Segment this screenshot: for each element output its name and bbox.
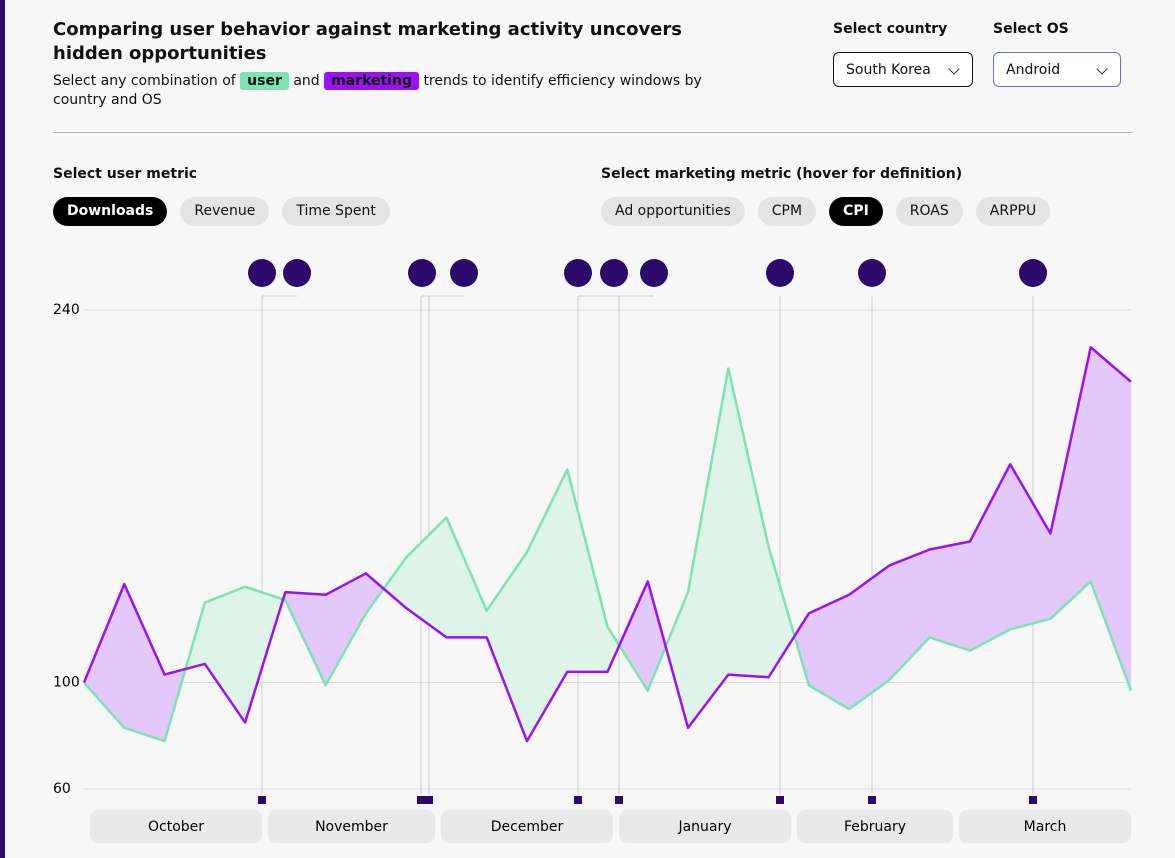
event-icon	[408, 259, 436, 287]
country-label: Select country	[833, 21, 948, 37]
marketing-area	[84, 347, 1131, 742]
event-icon	[1019, 259, 1047, 287]
month-band	[268, 810, 435, 843]
marketing-metric-label: Select marketing metric (hover for defin…	[601, 166, 963, 182]
os-label: Select OS	[993, 21, 1069, 37]
month-label: November	[315, 819, 388, 835]
y-tick-label: 100	[53, 675, 80, 691]
y-tick-label: 240	[53, 302, 80, 318]
event-icon	[450, 259, 478, 287]
event-marker	[615, 796, 623, 804]
event-marker	[258, 796, 266, 804]
subtitle-text: and	[293, 73, 320, 89]
month-band	[959, 810, 1131, 843]
chart: 60 100 240 October November December January Fe…	[53, 259, 1133, 843]
month-label: March	[1024, 819, 1067, 835]
metric-option[interactable]: Revenue	[180, 197, 270, 226]
series-line	[83, 367, 1133, 743]
event-marker	[868, 796, 876, 804]
marketing-chip: marketing	[324, 72, 419, 90]
event-marker	[425, 796, 433, 804]
marketing-options: Ad opportunities CPM CPI ROAS ARPPU	[601, 197, 1051, 226]
event-icon	[600, 259, 628, 287]
month-band	[619, 810, 791, 843]
metric-option[interactable]: Time Spent	[282, 197, 390, 226]
metric-option[interactable]: Ad opportunities	[601, 197, 745, 226]
user-chip: user	[240, 72, 289, 90]
event-icon	[564, 259, 592, 287]
subtitle: Select any combination of user and marke…	[53, 72, 703, 110]
side-bar	[0, 0, 5, 858]
event-icon	[283, 259, 311, 287]
title: Comparing user behavior against marketin…	[53, 19, 682, 64]
event-icon	[858, 259, 886, 287]
month-band	[441, 810, 613, 843]
metric-option[interactable]: CPI	[829, 197, 883, 226]
event-marker	[417, 796, 425, 804]
month-label: October	[148, 819, 204, 835]
user-options: Downloads Revenue Time Spent	[53, 197, 390, 226]
month-band	[797, 810, 953, 843]
event-marker	[574, 796, 582, 804]
subtitle-text: trends to identify efficiency windows by…	[53, 73, 702, 108]
event-icon	[640, 259, 668, 287]
month-label: February	[844, 819, 906, 835]
event-marker	[776, 796, 784, 804]
metric-option[interactable]: ARPPU	[975, 197, 1051, 226]
series-line	[82, 346, 1132, 743]
metric-option[interactable]: Downloads	[53, 197, 168, 226]
user-metric-label: Select user metric	[53, 166, 198, 182]
divider	[53, 132, 1133, 133]
month-label: December	[491, 819, 564, 835]
y-tick-label: 60	[53, 781, 71, 797]
metric-option[interactable]: ROAS	[895, 197, 963, 226]
country-select[interactable]: South Korea	[833, 52, 973, 87]
month-label: January	[677, 819, 731, 835]
os-select[interactable]: Android	[993, 52, 1121, 87]
month-band	[90, 810, 262, 843]
event-icon	[248, 259, 276, 287]
subtitle-text: Select any combination of	[53, 73, 236, 89]
metric-option[interactable]: CPM	[757, 197, 817, 226]
event-icon	[766, 259, 794, 287]
event-marker	[1029, 796, 1037, 804]
